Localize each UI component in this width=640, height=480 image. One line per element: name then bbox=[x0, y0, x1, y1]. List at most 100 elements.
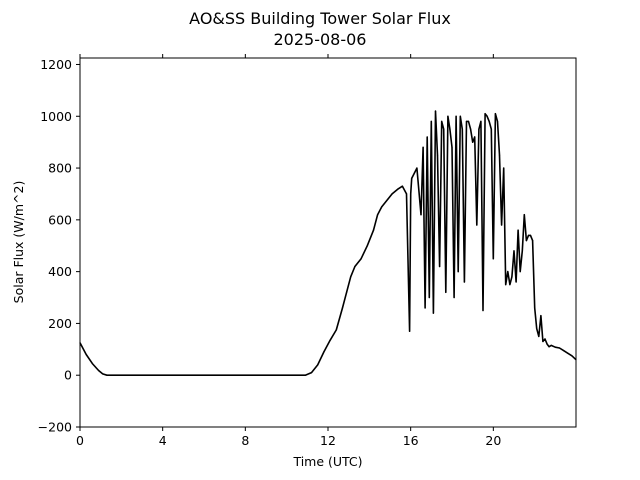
data-point bbox=[451, 146, 453, 148]
data-point bbox=[519, 271, 521, 273]
axis-ticks: 0 4 8 12 16 20 −200 0 200 400 600 800 1000 1200 bbox=[38, 54, 501, 448]
data-point bbox=[503, 167, 505, 169]
data-point bbox=[515, 281, 517, 283]
data-point bbox=[317, 364, 319, 366]
data-point bbox=[449, 128, 451, 130]
data-point bbox=[558, 347, 561, 349]
data-point bbox=[434, 110, 437, 112]
x-tick-label: 20 bbox=[485, 433, 501, 448]
data-point bbox=[567, 352, 569, 354]
data-point bbox=[542, 340, 544, 343]
data-point bbox=[494, 113, 496, 115]
y-tick-label: 0 bbox=[64, 368, 72, 383]
data-point bbox=[304, 374, 306, 376]
data-point bbox=[360, 258, 362, 260]
data-point bbox=[377, 214, 379, 216]
y-tick-label: 1200 bbox=[40, 57, 72, 72]
data-point bbox=[527, 234, 530, 236]
data-point bbox=[536, 328, 538, 330]
x-axis-label: Time (UTC) bbox=[292, 454, 362, 469]
data-point bbox=[430, 120, 432, 122]
data-point bbox=[447, 115, 449, 117]
data-point bbox=[441, 120, 443, 122]
data-point bbox=[244, 374, 246, 376]
data-point bbox=[544, 338, 546, 340]
y-tick-label: 800 bbox=[48, 161, 72, 176]
data-point bbox=[346, 291, 348, 293]
data-point bbox=[488, 120, 490, 122]
data-point bbox=[439, 265, 441, 268]
data-point bbox=[372, 229, 375, 231]
y-tick-label: 1000 bbox=[40, 109, 72, 124]
data-point bbox=[410, 193, 412, 195]
data-point bbox=[501, 224, 503, 226]
data-point bbox=[521, 250, 523, 252]
data-point bbox=[323, 351, 325, 353]
data-point bbox=[310, 372, 313, 374]
data-point bbox=[534, 307, 536, 309]
data-point bbox=[525, 240, 528, 242]
data-point bbox=[411, 177, 413, 179]
data-point bbox=[428, 296, 430, 299]
data-point bbox=[162, 374, 164, 376]
data-point bbox=[98, 369, 100, 372]
data-point bbox=[432, 312, 434, 314]
data-point bbox=[409, 330, 411, 332]
data-point bbox=[461, 128, 463, 130]
y-tick-label: 200 bbox=[48, 316, 72, 331]
y-axis-label: Solar Flux (W/m^2) bbox=[11, 181, 26, 304]
data-point bbox=[478, 128, 480, 130]
data-point bbox=[422, 146, 424, 148]
data-point bbox=[546, 343, 548, 345]
data-point bbox=[453, 296, 455, 299]
data-point bbox=[91, 363, 93, 365]
data-point bbox=[472, 141, 474, 143]
data-point bbox=[401, 185, 403, 187]
plot-area bbox=[79, 110, 577, 376]
data-point bbox=[120, 374, 122, 376]
data-point bbox=[490, 128, 492, 130]
plot-frame bbox=[79, 57, 577, 428]
x-tick-label: 0 bbox=[76, 433, 84, 448]
data-point bbox=[571, 355, 573, 357]
data-point bbox=[436, 154, 439, 156]
data-point bbox=[459, 115, 461, 117]
chart-subtitle: 2025-08-06 bbox=[274, 30, 367, 49]
data-point bbox=[341, 307, 344, 309]
data-point bbox=[513, 250, 515, 252]
data-point bbox=[480, 120, 482, 122]
data-point bbox=[511, 276, 513, 278]
x-tick-label: 12 bbox=[320, 433, 336, 448]
data-point bbox=[85, 353, 87, 356]
data-point bbox=[405, 193, 408, 195]
data-point bbox=[397, 188, 399, 190]
series-line-0 bbox=[79, 110, 577, 376]
data-point bbox=[455, 115, 457, 117]
chart-title: AO&SS Building Tower Solar Flux bbox=[189, 9, 451, 28]
data-point bbox=[424, 307, 426, 309]
data-point bbox=[335, 329, 337, 331]
x-tick-label: 16 bbox=[403, 433, 419, 448]
data-point bbox=[465, 120, 468, 122]
data-point bbox=[457, 271, 459, 273]
data-point bbox=[443, 128, 445, 130]
data-point bbox=[474, 136, 476, 138]
data-point bbox=[366, 245, 368, 247]
data-point bbox=[548, 346, 550, 348]
y-tick-label: −200 bbox=[38, 420, 72, 435]
data-point bbox=[496, 120, 499, 122]
data-point bbox=[529, 234, 532, 236]
data-point bbox=[484, 113, 486, 115]
data-point bbox=[505, 284, 507, 286]
data-point bbox=[106, 374, 108, 376]
data-point bbox=[203, 374, 205, 376]
data-point bbox=[463, 281, 465, 283]
y-tick-label: 400 bbox=[48, 264, 72, 279]
data-point bbox=[381, 206, 383, 208]
data-point bbox=[517, 229, 519, 231]
data-point bbox=[426, 136, 428, 138]
data-point bbox=[554, 346, 556, 348]
data-point bbox=[329, 339, 331, 341]
data-point bbox=[354, 265, 356, 268]
